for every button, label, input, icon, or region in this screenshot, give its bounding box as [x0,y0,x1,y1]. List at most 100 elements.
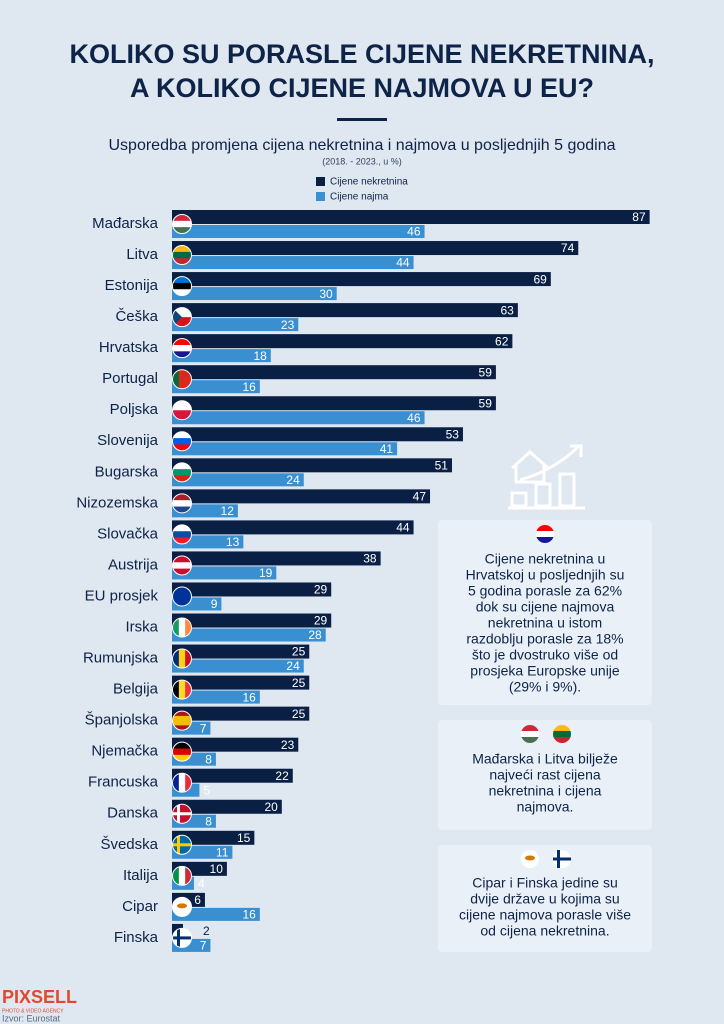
flag-stripe [172,586,192,606]
flag [172,710,192,731]
flag-body [172,307,192,327]
flag-body [172,462,192,482]
flag-stripe [172,555,192,563]
value-label: 28 [308,628,322,642]
flag [172,214,192,234]
flag-body [172,742,192,762]
bar [172,799,282,814]
flag-stripe [172,317,192,327]
flag-rim [172,338,192,359]
flag [172,896,192,917]
value-label: 7 [200,939,207,953]
category-label: Francuska [88,774,159,791]
flag-cross [172,843,192,847]
value-label: 25 [292,707,306,721]
bar [172,489,431,504]
value-label: 41 [380,442,394,456]
bar [172,349,271,363]
icon-stripe [521,731,539,738]
bar [172,520,414,535]
flag-rim [172,710,192,731]
category-label: Švedska [100,836,158,853]
divider [337,118,387,121]
flag-body [172,897,192,917]
bar [172,706,310,721]
value-label: 22 [275,769,289,783]
flag-body [172,928,192,948]
flag-stripe [172,537,192,544]
bar [172,613,332,628]
flag-rim [172,741,192,762]
flag-stripe [172,444,192,451]
info-text: Hrvatskoj u posljednjih su [466,567,625,583]
flag-stripe [172,344,192,352]
value-label: 25 [292,645,306,659]
flag-rim [172,276,192,297]
value-label: 44 [396,521,410,535]
flag [172,431,192,452]
info-text: Cijene nekretnina u [485,551,606,567]
legend-swatch [316,177,325,186]
flag-stripe [172,754,192,762]
brand: PIXSELL [2,987,77,1007]
flag-stripe [172,245,192,253]
info-box [438,720,652,830]
flag-stripe [178,649,186,669]
flag-body [172,866,192,886]
value-label: 51 [435,458,449,472]
flag-body [172,680,192,700]
flag-stripe [172,369,180,389]
value-label: 2 [203,924,210,938]
info-text: najmova. [517,799,574,815]
flag-stripe [172,258,192,265]
flag-rim [172,617,192,638]
value-label: 29 [314,583,328,597]
flag-rim [172,462,192,483]
flag-body [172,431,192,451]
info-box [438,845,652,952]
value-label: 9 [211,597,218,611]
flag-rim [172,493,192,514]
bar [172,458,452,473]
bar [172,396,496,411]
bar [172,737,299,752]
category-label: Cipar [122,898,158,915]
flag-rim [172,400,192,421]
bar [172,659,304,673]
flag-body [172,804,192,824]
category-label: Italija [123,867,159,884]
category-label: Slovenija [97,432,159,449]
value-label: 38 [363,552,377,566]
flag [172,865,192,886]
info-text: cijene najmova porasle više [459,907,631,923]
bar [172,675,310,690]
flag-rim [172,648,192,669]
box-flag-icon [525,855,535,861]
flag-stripe [172,276,192,284]
flag-body [172,214,192,234]
info-text: Mađarska i Litva bilježe [472,751,618,767]
flag-body [172,369,192,389]
flag-body [172,586,192,606]
flag-body [172,493,192,513]
category-label: Belgija [113,681,159,698]
value-label: 18 [253,349,267,363]
flag [172,338,192,359]
flag [172,245,192,266]
flag [172,369,192,390]
flag [172,524,192,545]
bar [172,411,425,425]
flag [172,834,192,855]
icon-stripe [553,737,571,743]
flag-stripe [185,649,192,669]
value-label: 20 [264,800,278,814]
info-text: dok su cijene najmova [476,599,615,615]
value-label: 4 [198,877,205,891]
legend-swatch [316,192,325,201]
flag [172,648,192,669]
flag-stripe [172,618,180,638]
icon-stripe [536,531,554,538]
title-line: KOLIKO SU PORASLE CIJENE NEKRETNINA, [69,39,654,69]
bar [172,210,650,224]
value-label: 30 [319,287,333,301]
